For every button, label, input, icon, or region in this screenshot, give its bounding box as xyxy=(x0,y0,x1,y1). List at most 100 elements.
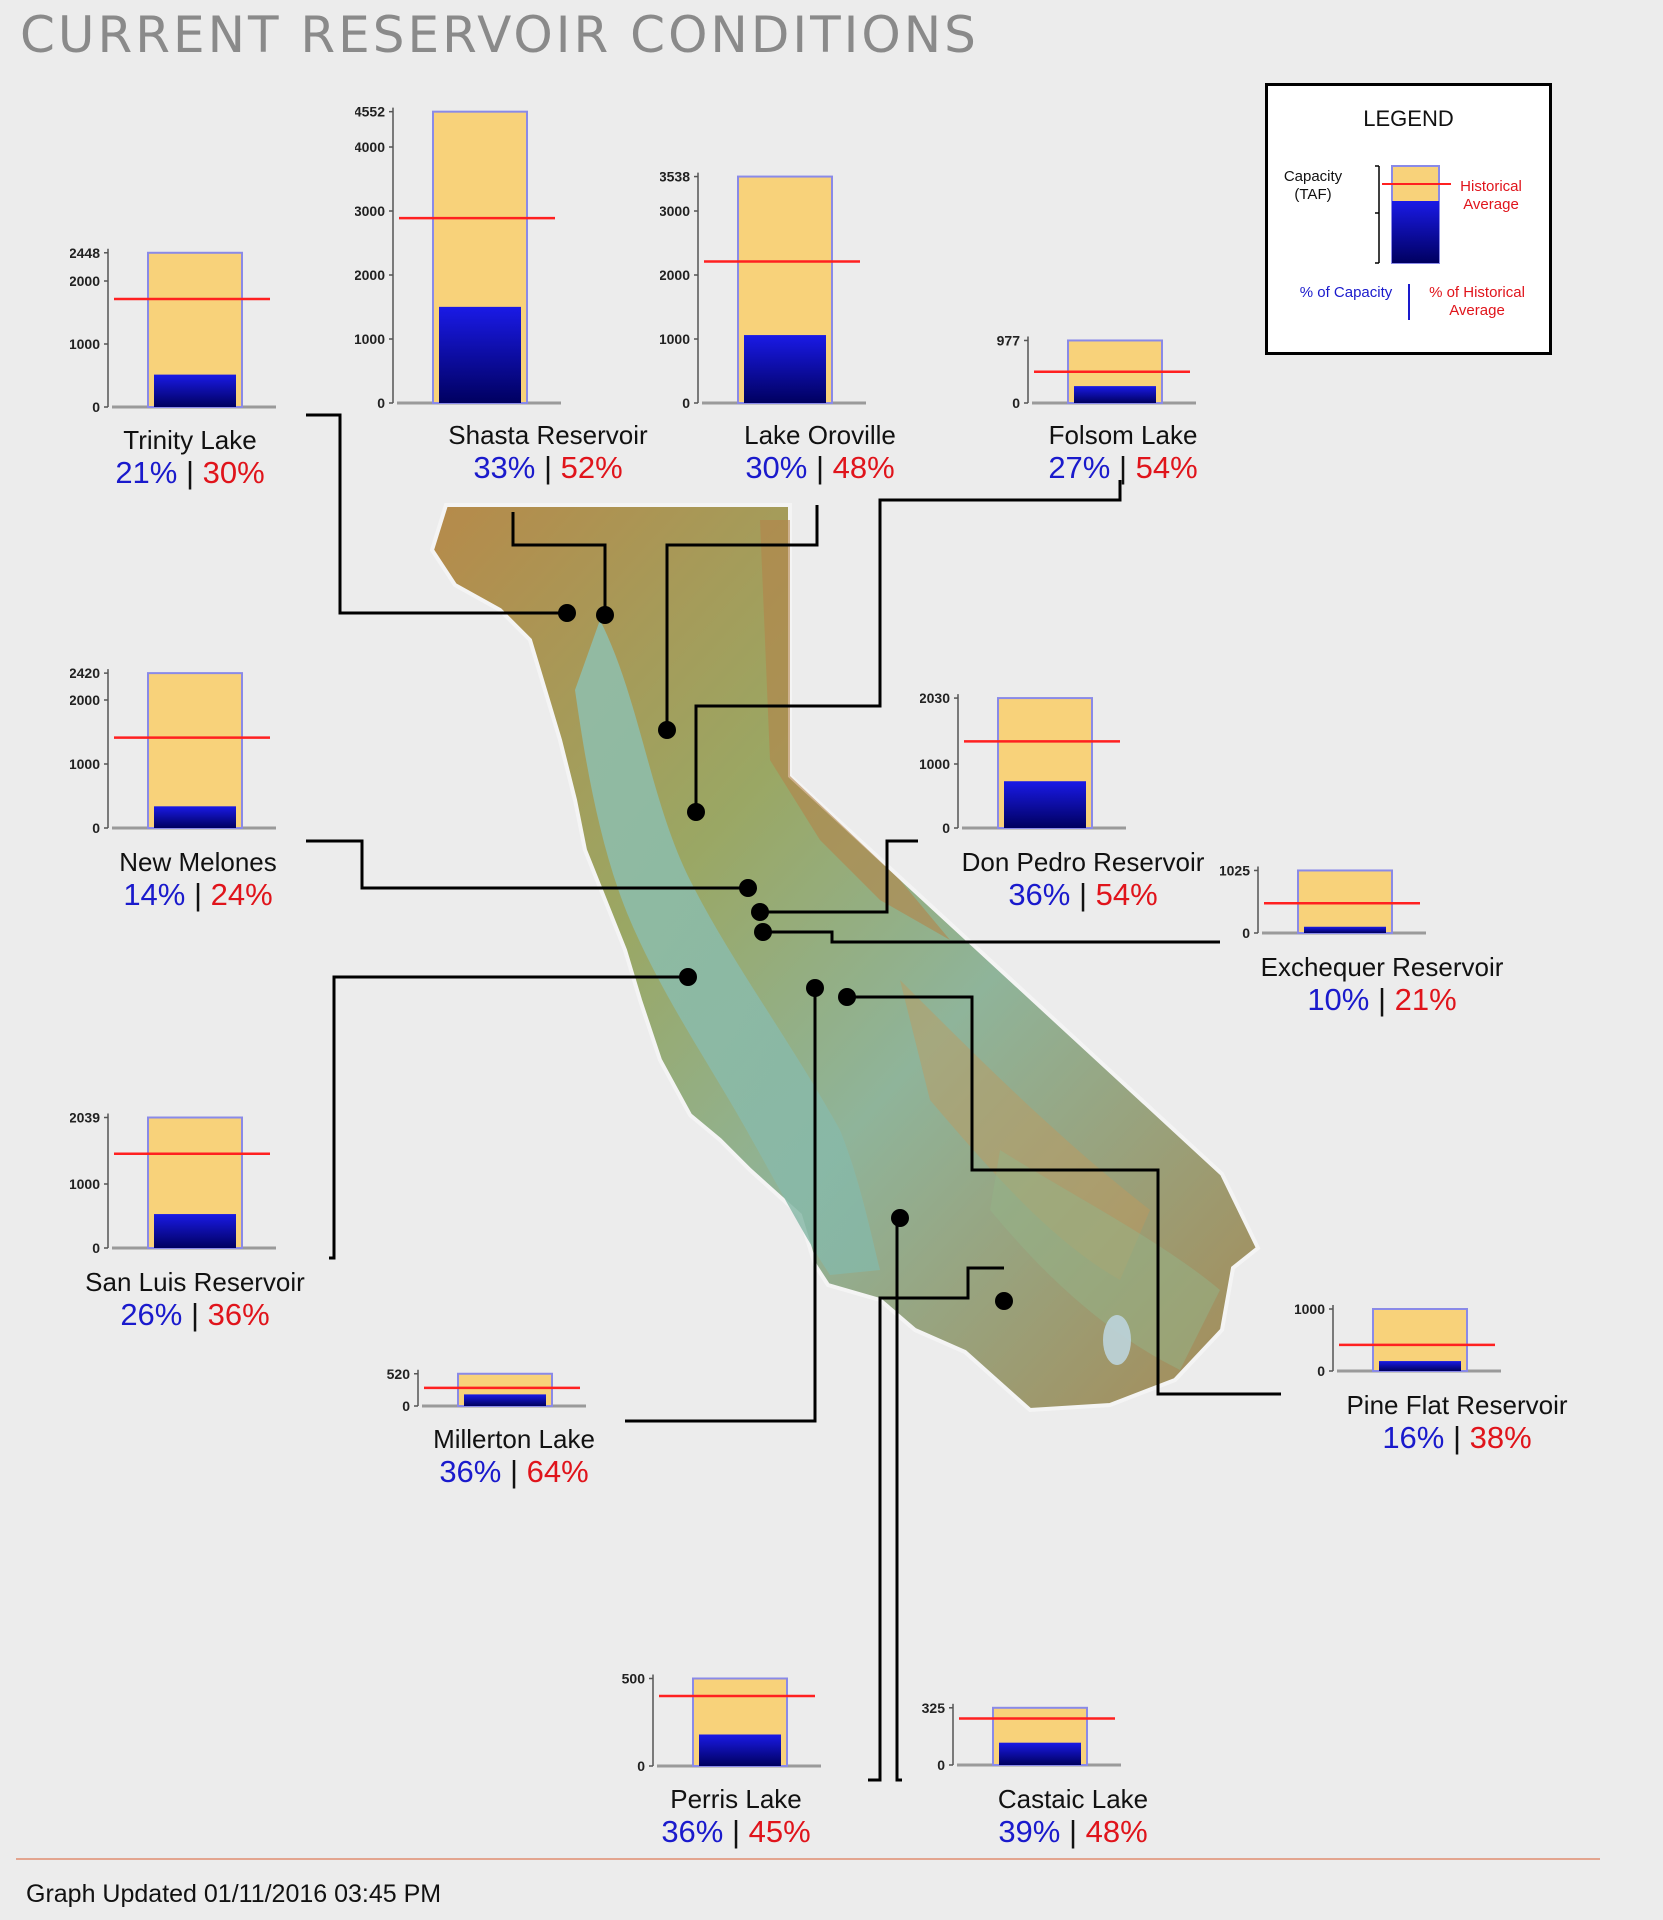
tick-label: 2039 xyxy=(70,1110,100,1126)
state-outline xyxy=(429,503,1261,1413)
percent-of-capacity: 16% xyxy=(1382,1420,1445,1455)
percent-of-historical-average: 36% xyxy=(207,1297,270,1332)
tick-label: 1000 xyxy=(355,331,385,347)
reservoir-percentages: 33% | 52% xyxy=(398,450,698,486)
storage-bar xyxy=(439,306,521,403)
tick-label: 2000 xyxy=(70,692,100,708)
tick-label: 4552 xyxy=(355,104,385,120)
tick-label: 3538 xyxy=(660,169,690,185)
percent-of-capacity: 14% xyxy=(123,877,186,912)
reservoir-name: Pine Flat Reservoir xyxy=(1346,1390,1568,1420)
chart-castaic-lake: 0 325 xyxy=(922,1700,1121,1771)
capacity-bar xyxy=(147,672,243,830)
location-dot-san-luis-reservoir xyxy=(679,968,697,986)
connector-castaic-lake xyxy=(895,1218,902,1782)
percent-of-historical-average: 45% xyxy=(748,1814,811,1849)
separator: | xyxy=(1369,982,1395,1017)
tick-label: 1000 xyxy=(920,756,950,772)
tick-label: 0 xyxy=(92,820,100,834)
storage-bar xyxy=(464,1394,546,1406)
location-dot-castaic-lake xyxy=(995,1292,1013,1310)
connector-millerton-lake xyxy=(625,988,817,1423)
tick-label: 2448 xyxy=(70,245,100,261)
percent-of-capacity: 36% xyxy=(1008,877,1071,912)
chart-pine-flat-reservoir: 0 1000 xyxy=(1295,1301,1501,1377)
percent-of-capacity: 27% xyxy=(1048,450,1111,485)
connector-exchequer-reservoir xyxy=(763,930,1220,944)
separator: | xyxy=(807,450,833,485)
separator: | xyxy=(182,1297,208,1332)
separator: | xyxy=(1444,1420,1470,1455)
percent-of-historical-average: 48% xyxy=(1085,1814,1148,1849)
reservoir-name: Perris Lake xyxy=(670,1784,802,1814)
tick-label: 0 xyxy=(937,1757,945,1771)
reservoir-label-san-luis-reservoir: San Luis Reservoir 26% | 36% xyxy=(45,1267,345,1333)
reservoir-label-millerton-lake: Millerton Lake 36% | 64% xyxy=(364,1424,664,1490)
reservoir-name: Castaic Lake xyxy=(997,1784,1149,1814)
percent-of-historical-average: 54% xyxy=(1135,450,1198,485)
chart-don-pedro-reservoir: 0 1000 2030 xyxy=(920,690,1126,834)
chart-san-luis-reservoir: 0 1000 2039 xyxy=(70,1110,276,1254)
percent-of-capacity: 26% xyxy=(120,1297,183,1332)
location-dot-shasta-reservoir xyxy=(596,606,614,624)
tick-label: 1025 xyxy=(1220,862,1250,878)
legend-title: LEGEND xyxy=(1363,106,1454,131)
location-dot-pine-flat-reservoir xyxy=(838,988,856,1006)
tick-label: 0 xyxy=(942,820,950,834)
separator: | xyxy=(501,1454,527,1489)
tick-label: 2420 xyxy=(70,665,100,681)
tick-label: 3000 xyxy=(355,203,385,219)
last-updated-text: Graph Updated 01/11/2016 03:45 PM xyxy=(26,1880,442,1908)
chart-new-melones: 0 1000 2000 2420 xyxy=(70,665,276,834)
connector-folsom-lake xyxy=(694,480,1122,812)
tick-label: 0 xyxy=(637,1758,645,1772)
connector-shasta-reservoir xyxy=(511,512,607,615)
percent-of-historical-average: 48% xyxy=(832,450,895,485)
reservoir-label-shasta-reservoir: Shasta Reservoir 33% | 52% xyxy=(398,420,698,486)
legend-sample-bar xyxy=(1375,165,1451,264)
reservoir-name: San Luis Reservoir xyxy=(85,1267,305,1297)
storage-bar xyxy=(154,374,236,407)
reservoir-percentages: 39% | 48% xyxy=(923,1814,1223,1850)
percent-of-capacity: 10% xyxy=(1307,982,1370,1017)
tick-label: 1000 xyxy=(660,331,690,347)
separator: | xyxy=(185,877,211,912)
reservoir-percentages: 10% | 21% xyxy=(1232,982,1532,1018)
connector-lines xyxy=(306,413,1281,1782)
connector-perris-lake xyxy=(868,1266,1004,1782)
percent-of-capacity: 30% xyxy=(745,450,808,485)
reservoir-name: Millerton Lake xyxy=(433,1424,595,1454)
chart-lake-oroville: 0 1000 2000 3000 3538 xyxy=(660,169,866,409)
tick-label: 2000 xyxy=(70,273,100,289)
reservoir-percentages: 21% | 30% xyxy=(40,455,340,491)
chart-perris-lake: 0 500 xyxy=(622,1671,821,1772)
legend-historical-label: Historical Average xyxy=(1460,178,1522,213)
legend-capacity-label: Capacity (TAF) xyxy=(1283,168,1343,203)
reservoir-label-trinity-lake: Trinity Lake 21% | 30% xyxy=(40,425,340,491)
separator: | xyxy=(535,450,561,485)
percent-of-historical-average: 38% xyxy=(1469,1420,1532,1455)
reservoir-label-perris-lake: Perris Lake 36% | 45% xyxy=(586,1784,886,1850)
percent-of-historical-average: 30% xyxy=(202,455,265,490)
storage-bar xyxy=(1074,386,1156,403)
separator: | xyxy=(177,455,203,490)
reservoir-location-dots xyxy=(558,604,1013,1310)
tick-label: 4000 xyxy=(355,139,385,155)
connector-trinity-lake xyxy=(306,413,567,615)
reservoir-label-don-pedro-reservoir: Don Pedro Reservoir 36% | 54% xyxy=(933,847,1233,913)
chart-folsom-lake: 0 977 xyxy=(997,332,1196,409)
legend: LEGEND Capacity (TAF) Historical Average… xyxy=(1265,83,1552,355)
location-dot-perris-lake xyxy=(891,1209,909,1227)
connector-don-pedro-reservoir xyxy=(760,839,918,914)
tick-label: 0 xyxy=(682,395,690,409)
location-dot-don-pedro-reservoir xyxy=(751,903,769,921)
chart-millerton-lake: 0 520 xyxy=(387,1366,586,1412)
percent-of-capacity: 21% xyxy=(115,455,178,490)
separator: | xyxy=(1110,450,1136,485)
tick-label: 2000 xyxy=(355,267,385,283)
page-title: CURRENT RESERVOIR CONDITIONS xyxy=(20,6,979,64)
storage-bar xyxy=(744,335,826,403)
tick-label: 1000 xyxy=(70,336,100,352)
storage-bar xyxy=(154,806,236,828)
